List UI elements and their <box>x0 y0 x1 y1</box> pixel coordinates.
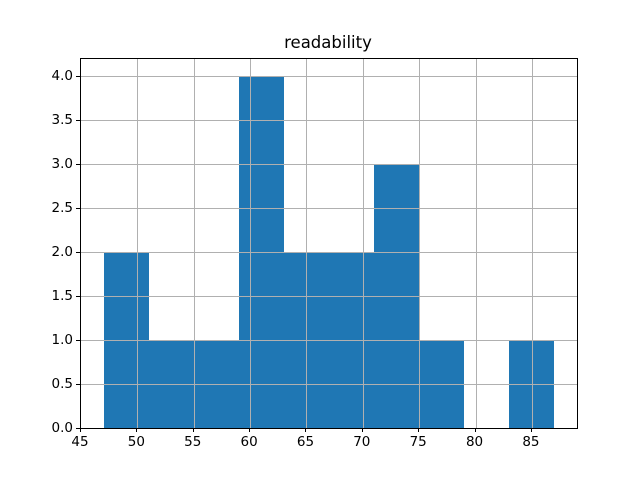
gridline-vertical <box>419 58 421 429</box>
gridline-horizontal <box>81 340 577 342</box>
y-tick-label: 0.5 <box>51 375 73 392</box>
gridline-vertical <box>250 58 252 429</box>
y-tick-label: 3.0 <box>51 155 73 172</box>
x-tick-label: 60 <box>240 434 258 451</box>
x-tick-mark <box>418 428 420 433</box>
y-tick-mark <box>76 295 80 297</box>
x-tick-label: 55 <box>184 434 202 451</box>
x-tick-label: 65 <box>296 434 315 451</box>
x-tick-mark <box>136 428 138 433</box>
y-tick-label: 1.5 <box>51 287 73 304</box>
gridline-horizontal <box>81 384 577 386</box>
x-tick-mark <box>80 428 81 433</box>
gridline-horizontal <box>81 164 577 166</box>
gridline-vertical <box>306 58 308 429</box>
gridline-vertical <box>137 58 139 429</box>
y-tick-label: 3.5 <box>51 111 73 128</box>
y-tick-label: 2.5 <box>51 199 73 216</box>
gridline-vertical <box>531 58 533 429</box>
y-tick-mark <box>76 163 80 165</box>
y-tick-mark <box>76 251 80 253</box>
x-tick-label: 45 <box>71 434 89 451</box>
y-tick-label: 1.0 <box>51 331 73 348</box>
y-tick-mark <box>76 119 80 121</box>
x-tick-label: 85 <box>522 434 540 451</box>
x-tick-mark <box>530 428 532 433</box>
x-tick-mark <box>305 428 307 433</box>
gridline-horizontal <box>81 252 577 254</box>
y-tick-mark <box>76 383 80 385</box>
y-tick-mark <box>76 207 80 209</box>
gridline-vertical <box>362 58 364 429</box>
gridline-vertical <box>475 58 477 429</box>
chart-title: readability <box>284 33 372 52</box>
x-tick-label: 50 <box>127 434 145 451</box>
y-tick-label: 4.0 <box>51 67 73 84</box>
gridline-horizontal <box>81 296 577 298</box>
gridline-horizontal <box>81 120 577 122</box>
x-tick-label: 70 <box>353 434 371 451</box>
y-tick-mark <box>76 339 80 341</box>
plot-area <box>80 57 578 430</box>
x-tick-label: 80 <box>465 434 484 451</box>
gridline-horizontal <box>81 76 577 78</box>
y-tick-label: 2.0 <box>51 243 73 260</box>
y-tick-label: 0.0 <box>51 419 73 436</box>
y-tick-mark <box>76 75 80 77</box>
x-tick-mark <box>192 428 194 433</box>
x-tick-mark <box>474 428 476 433</box>
x-tick-mark <box>361 428 363 433</box>
x-tick-mark <box>249 428 251 433</box>
x-tick-label: 75 <box>409 434 427 451</box>
y-tick-mark <box>76 427 80 429</box>
gridline-horizontal <box>81 208 577 210</box>
gridline-vertical <box>193 58 195 429</box>
